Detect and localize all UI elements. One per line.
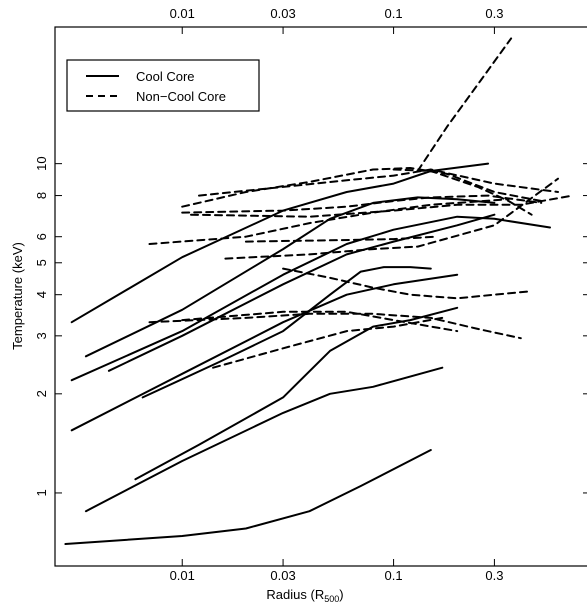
y-tick-label: 4 (34, 291, 49, 298)
non-cool-core-profile-line-11 (198, 168, 559, 197)
non-cool-core-profile-line-19 (282, 267, 533, 300)
x-tick-label-top: 0.1 (385, 6, 403, 21)
y-tick-label: 8 (34, 192, 49, 199)
legend-label-non-cool-core: Non−Cool Core (136, 89, 226, 104)
cool-core-profile-line-5 (70, 273, 459, 432)
non-cool-core-profile-line-15 (244, 235, 438, 243)
x-axis-title-main: Radius (R (266, 587, 324, 602)
non-cool-core-profile-line-16 (224, 177, 559, 260)
x-tick-label-bottom: 0.03 (270, 568, 295, 583)
cool-core-profile-line-4 (107, 213, 496, 372)
non-cool-core-profile-line-13 (190, 194, 574, 218)
x-axis-title: Radius (R500) (266, 587, 343, 604)
x-tick-label-bottom: 0.1 (385, 568, 403, 583)
non-cool-core-profile-line-20 (148, 312, 522, 340)
y-tick-label: 10 (34, 156, 49, 170)
y-axis-title: Temperature (keV) (10, 242, 25, 350)
y-tick-label: 1 (34, 489, 49, 496)
non-cool-core-profile-line-17 (416, 37, 513, 172)
non-cool-core-profile-line-10 (181, 167, 543, 208)
y-tick-label: 5 (34, 259, 49, 266)
legend: Cool Core Non−Cool Core (66, 59, 260, 112)
cool-core-profile-line-8 (84, 366, 444, 513)
x-tick-label-bottom: 0.3 (485, 568, 503, 583)
x-tick-label-top: 0.01 (170, 6, 195, 21)
cool-core-profile-line-9 (64, 449, 432, 545)
y-tick-label: 6 (34, 233, 49, 240)
non-cool-core-profile-line-18 (392, 168, 533, 216)
x-tick-label-top: 0.03 (270, 6, 295, 21)
non-cool-core-profile-line-22 (212, 316, 444, 369)
non-cool-core-profile-line-12 (181, 194, 543, 214)
x-axis-title-close: ) (339, 587, 343, 602)
cool-core-profile-line-3 (70, 215, 551, 382)
cool-core-profile-line-7 (134, 306, 459, 481)
x-tick-label-bottom: 0.01 (170, 568, 195, 583)
cool-core-profile-line-2 (84, 196, 496, 358)
series-lines (64, 37, 574, 545)
legend-label-cool-core: Cool Core (136, 69, 195, 84)
y-tick-label: 3 (34, 332, 49, 339)
plot-frame (54, 26, 587, 567)
cool-core-profile-line-6 (141, 266, 432, 399)
legend-box (66, 59, 260, 112)
axis-ticks: 0.01 0.01 0.03 0.03 0.1 0.1 0.3 0.3 1 2 3 4 5 6 8 10 (34, 6, 587, 583)
x-tick-label-top: 0.3 (485, 6, 503, 21)
non-cool-core-profile-line-14 (148, 198, 510, 245)
y-tick-label: 2 (34, 390, 49, 397)
x-axis-title-subscript: 500 (324, 594, 339, 604)
